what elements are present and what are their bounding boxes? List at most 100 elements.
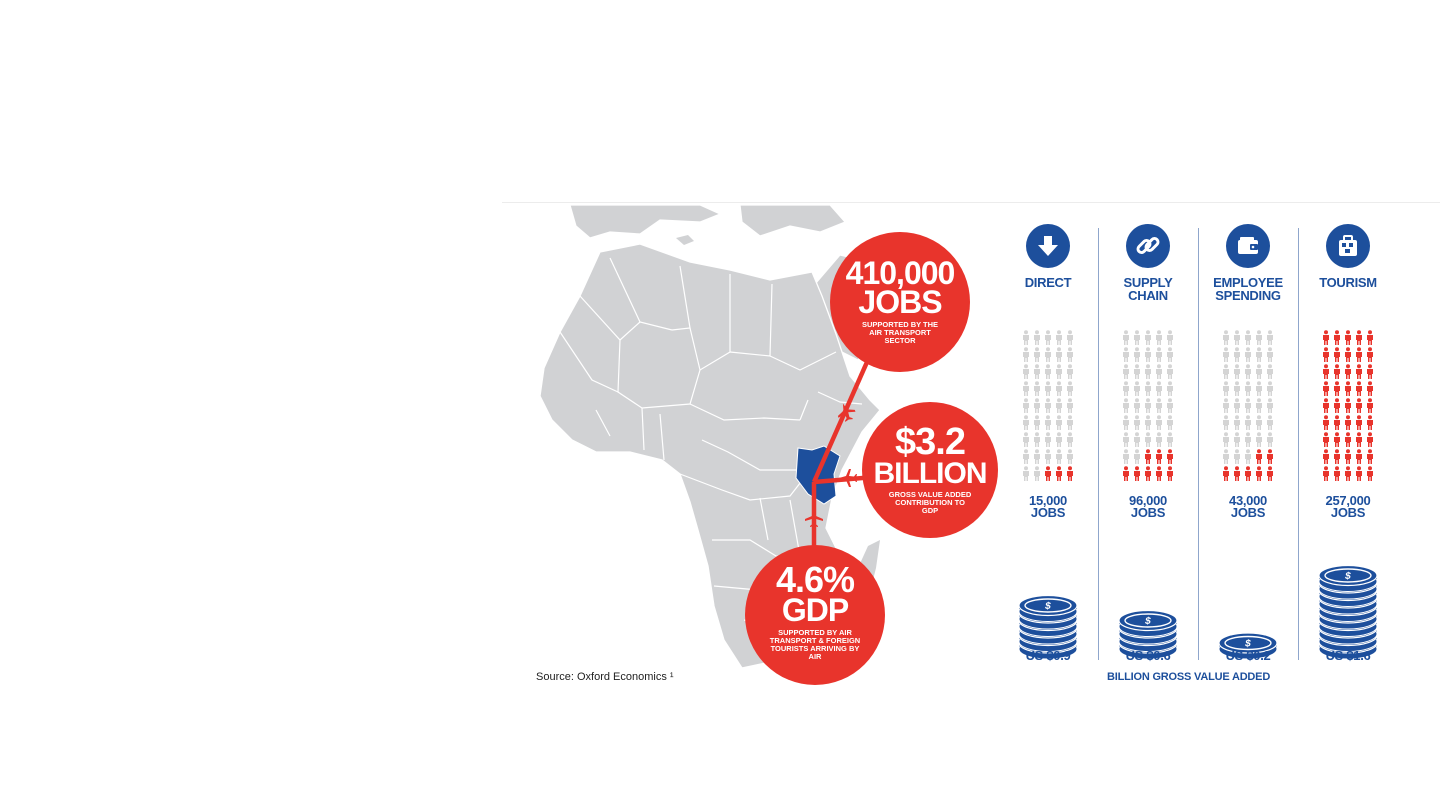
person-icon: [1034, 364, 1040, 379]
gdp-bubble-value: 4.6%: [775, 559, 855, 601]
person-icon: [1145, 432, 1151, 447]
person-icon: [1123, 381, 1129, 396]
jobs-value: 96,000: [1129, 493, 1167, 508]
person-icon: [1134, 330, 1140, 345]
person-icon: [1323, 364, 1329, 379]
person-icon: [1145, 347, 1151, 362]
person-icon: [1367, 466, 1373, 481]
person-icon: [1345, 347, 1351, 362]
person-icon: [1245, 398, 1251, 413]
person-icon: [1323, 398, 1329, 413]
person-icon: [1167, 466, 1173, 481]
person-icon: [1156, 381, 1162, 396]
jobs-unit: JOBS: [1230, 505, 1266, 520]
source-note: Source: Oxford Economics ¹: [536, 671, 674, 683]
person-icon: [1323, 381, 1329, 396]
person-icon: [1067, 432, 1073, 447]
person-icon: [1134, 432, 1140, 447]
person-icon: [1134, 415, 1140, 430]
person-icon: [1123, 330, 1129, 345]
person-icon: [1367, 449, 1373, 464]
person-icon: [1034, 398, 1040, 413]
person-icon: [1234, 364, 1240, 379]
person-icon: [1156, 364, 1162, 379]
person-icon: [1345, 415, 1351, 430]
column-divider: [1298, 228, 1299, 660]
person-icon: [1123, 364, 1129, 379]
jobs-bubble-value: 410,000: [845, 254, 956, 291]
suitcase-icon: [1326, 224, 1370, 268]
person-icon: [1234, 449, 1240, 464]
person-icon: [1367, 432, 1373, 447]
svg-text:$: $: [1144, 616, 1152, 627]
person-icon: [1023, 432, 1029, 447]
person-icon: [1267, 398, 1273, 413]
dollar-icon: $: [1224, 635, 1272, 651]
person-icon: [1367, 381, 1373, 396]
jobs-count: 96,000 JOBS: [1098, 493, 1198, 519]
person-icon: [1256, 449, 1262, 464]
person-icon: [1145, 364, 1151, 379]
coin-stack: $: [1118, 609, 1178, 660]
person-icon: [1156, 432, 1162, 447]
person-icon: [1034, 432, 1040, 447]
person-icon: [1034, 449, 1040, 464]
person-icon: [1245, 415, 1251, 430]
person-icon: [1056, 432, 1062, 447]
dollar-icon: $: [1124, 613, 1172, 628]
person-icon: [1045, 330, 1051, 345]
person-icon: [1223, 330, 1229, 345]
person-icon: [1356, 330, 1362, 345]
person-icon: [1345, 432, 1351, 447]
column-label-line2: SPENDING: [1215, 288, 1281, 303]
airplane-icon: [839, 469, 857, 487]
chain-link-icon: [1126, 224, 1170, 268]
person-icon: [1345, 330, 1351, 345]
person-icon: [1256, 364, 1262, 379]
person-icon: [1023, 347, 1029, 362]
person-icon: [1067, 330, 1073, 345]
person-icon: [1156, 449, 1162, 464]
person-icon: [1223, 415, 1229, 430]
person-icon: [1167, 398, 1173, 413]
coin-stack: $: [1018, 594, 1078, 660]
person-icon: [1056, 330, 1062, 345]
person-icon: [1123, 449, 1129, 464]
person-icon: [1356, 398, 1362, 413]
person-icon: [1334, 364, 1340, 379]
person-icon: [1334, 347, 1340, 362]
column-label-line1: TOURISM: [1319, 275, 1377, 290]
gdp-bubble-unit: GDP: [781, 592, 849, 629]
europe-land: [569, 204, 722, 239]
person-icon: [1267, 415, 1273, 430]
person-icon: [1056, 381, 1062, 396]
person-icon: [1123, 347, 1129, 362]
person-icon: [1145, 466, 1151, 481]
person-icon: [1334, 466, 1340, 481]
person-icon: [1223, 347, 1229, 362]
column-divider: [1198, 228, 1199, 660]
person-icon: [1356, 364, 1362, 379]
person-icon: [1345, 449, 1351, 464]
jobs-count: 257,000 JOBS: [1298, 493, 1398, 519]
person-icon: [1156, 347, 1162, 362]
jobs-value: 257,000: [1325, 493, 1371, 508]
person-icon: [1234, 415, 1240, 430]
person-icon: [1367, 398, 1373, 413]
person-icon: [1156, 398, 1162, 413]
person-icon: [1167, 330, 1173, 345]
person-icon: [1123, 432, 1129, 447]
column-label-line1: SUPPLY: [1123, 275, 1173, 290]
jobs-bubble-caption: SUPPORTED BY THE AIR TRANSPORT SECTOR: [861, 319, 939, 345]
person-icon: [1267, 449, 1273, 464]
person-icon: [1367, 347, 1373, 362]
column-label-line1: DIRECT: [1024, 275, 1072, 290]
person-icon: [1067, 415, 1073, 430]
gdp-bubble-caption: SUPPORTED BY AIR TRANSPORT & FOREIGN TOU…: [769, 627, 861, 661]
person-icon: [1356, 381, 1362, 396]
people-grid: [1021, 330, 1075, 481]
person-icon: [1123, 466, 1129, 481]
person-icon: [1023, 415, 1029, 430]
person-icon: [1256, 398, 1262, 413]
person-icon: [1256, 347, 1262, 362]
